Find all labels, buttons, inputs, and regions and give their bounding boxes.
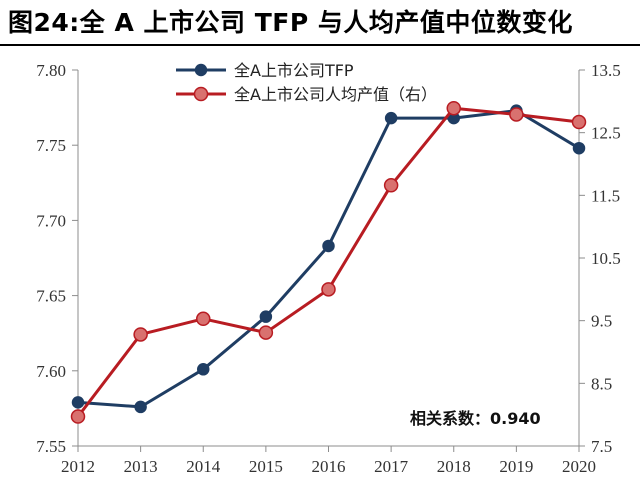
right-tick-label: 10.5 bbox=[591, 249, 621, 268]
data-point bbox=[571, 114, 587, 130]
right-tick-label: 11.5 bbox=[591, 186, 620, 205]
x-tick-label: 2015 bbox=[249, 457, 283, 476]
x-tick-label: 2012 bbox=[61, 457, 95, 476]
left-tick-label: 7.65 bbox=[36, 287, 66, 306]
data-point bbox=[446, 100, 461, 116]
data-point bbox=[322, 239, 335, 253]
axes: 7.55 7.60 7.65 7.70 7.75 7.80 7.5 8.5 9.5 10.5 11.… bbox=[36, 61, 621, 476]
right-tick-label: 13.5 bbox=[591, 61, 621, 80]
data-point bbox=[133, 327, 148, 342]
x-tick-label: 2020 bbox=[562, 457, 596, 476]
x-tick-label: 2016 bbox=[312, 457, 346, 476]
right-tick-label: 8.5 bbox=[591, 374, 612, 393]
legend-swatch-marker bbox=[193, 86, 209, 102]
legend-label: 全A上市公司人均产值（右） bbox=[234, 85, 437, 104]
data-point bbox=[258, 325, 274, 340]
series-tfp bbox=[71, 104, 586, 414]
data-point bbox=[321, 282, 336, 297]
data-point bbox=[70, 409, 86, 424]
left-tick-label: 7.75 bbox=[36, 136, 66, 155]
left-tick-label: 7.55 bbox=[36, 437, 66, 456]
data-point bbox=[196, 311, 211, 327]
series-output-per-capita bbox=[70, 100, 587, 424]
series-lines bbox=[70, 100, 587, 424]
legend-swatch-marker bbox=[194, 63, 208, 77]
x-tick-label: 2014 bbox=[186, 457, 221, 476]
correlation-annotation: 相关系数：0.940 bbox=[410, 409, 541, 428]
data-point bbox=[197, 363, 210, 376]
data-point bbox=[259, 310, 273, 323]
data-point bbox=[71, 396, 85, 409]
data-point bbox=[509, 107, 524, 122]
data-point bbox=[383, 178, 399, 193]
legend: 全A上市公司TFP 全A上市公司人均产值（右） bbox=[176, 61, 437, 104]
left-tick-label: 7.70 bbox=[36, 211, 66, 230]
title-underline bbox=[0, 44, 640, 46]
figure-title: 图24:全 A 上市公司 TFP 与人均产值中位数变化 bbox=[8, 8, 573, 37]
right-tick-label: 12.5 bbox=[591, 124, 621, 143]
data-point bbox=[384, 111, 398, 125]
right-tick-label: 9.5 bbox=[591, 312, 612, 331]
legend-label: 全A上市公司TFP bbox=[234, 61, 354, 80]
right-tick-label: 7.5 bbox=[591, 437, 612, 456]
series-line bbox=[76, 106, 580, 418]
x-tick-label: 2019 bbox=[499, 457, 533, 476]
x-tick-label: 2018 bbox=[437, 457, 471, 476]
x-tick-label: 2013 bbox=[124, 457, 158, 476]
series-line bbox=[77, 109, 580, 409]
left-tick-label: 7.60 bbox=[36, 362, 66, 381]
x-tick-label: 2017 bbox=[374, 457, 409, 476]
data-point bbox=[134, 400, 147, 414]
data-point bbox=[572, 141, 586, 155]
left-tick-label: 7.80 bbox=[36, 61, 66, 80]
